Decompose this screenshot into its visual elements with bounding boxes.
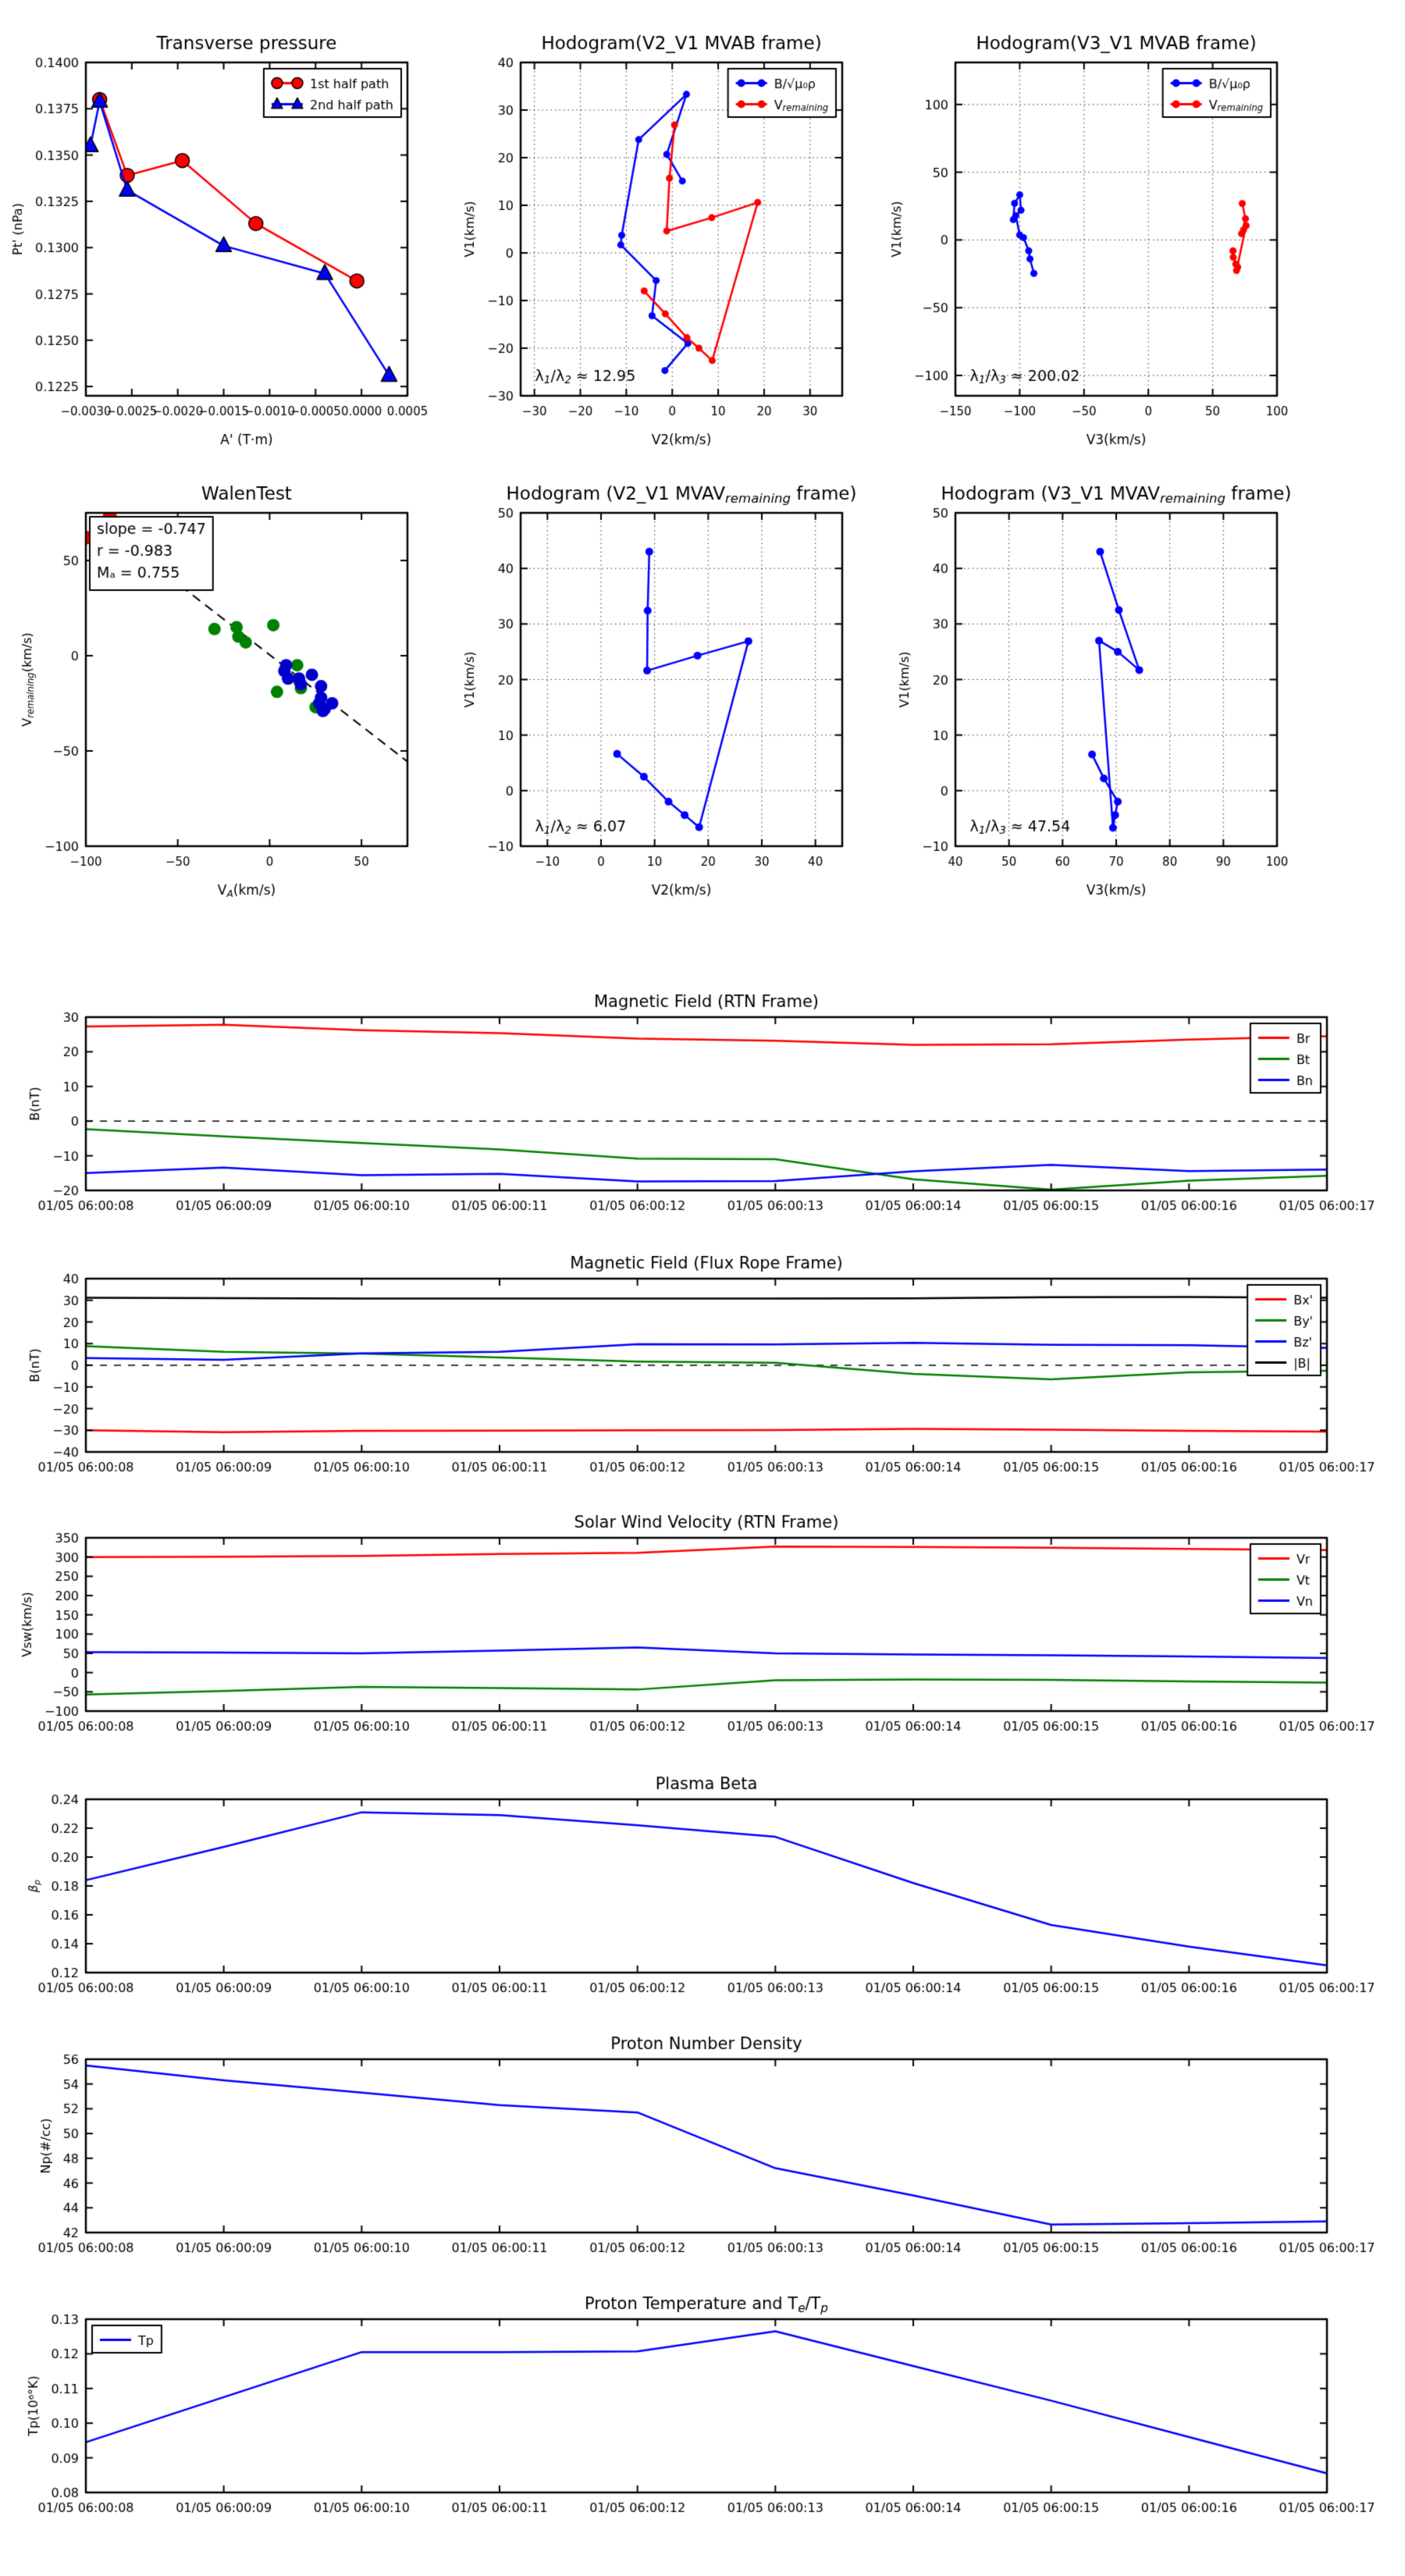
magnetic-field-rtn-canvas <box>0 968 1405 1228</box>
chart-walen-test <box>0 450 468 958</box>
chart-magnetic-field-rtn <box>0 968 1405 1228</box>
transverse-pressure-canvas <box>0 0 468 507</box>
chart-hodogram-v2v1-mvav <box>435 450 903 958</box>
chart-proton-temperature <box>0 2270 1405 2530</box>
chart-hodogram-v3v1-mvab <box>870 0 1338 507</box>
proton-number-density-canvas <box>0 2010 1405 2270</box>
chart-transverse-pressure <box>0 0 468 507</box>
chart-plasma-beta <box>0 1750 1405 2010</box>
chart-solar-wind-velocity <box>0 1489 1405 1749</box>
hodogram-v2v1-mvab-canvas <box>435 0 903 507</box>
solar-wind-velocity-canvas <box>0 1489 1405 1749</box>
proton-temperature-canvas <box>0 2270 1405 2530</box>
chart-hodogram-v3v1-mvav <box>870 450 1338 958</box>
hodogram-v2v1-mvav-canvas <box>435 450 903 958</box>
chart-proton-number-density <box>0 2010 1405 2270</box>
plasma-beta-canvas <box>0 1750 1405 2010</box>
magnetic-field-flux-rope-canvas <box>0 1229 1405 1489</box>
chart-hodogram-v2v1-mvab <box>435 0 903 507</box>
hodogram-v3v1-mvab-canvas <box>870 0 1338 507</box>
chart-magnetic-field-flux-rope <box>0 1229 1405 1489</box>
walen-test-canvas <box>0 450 468 958</box>
hodogram-v3v1-mvav-canvas <box>870 450 1338 958</box>
